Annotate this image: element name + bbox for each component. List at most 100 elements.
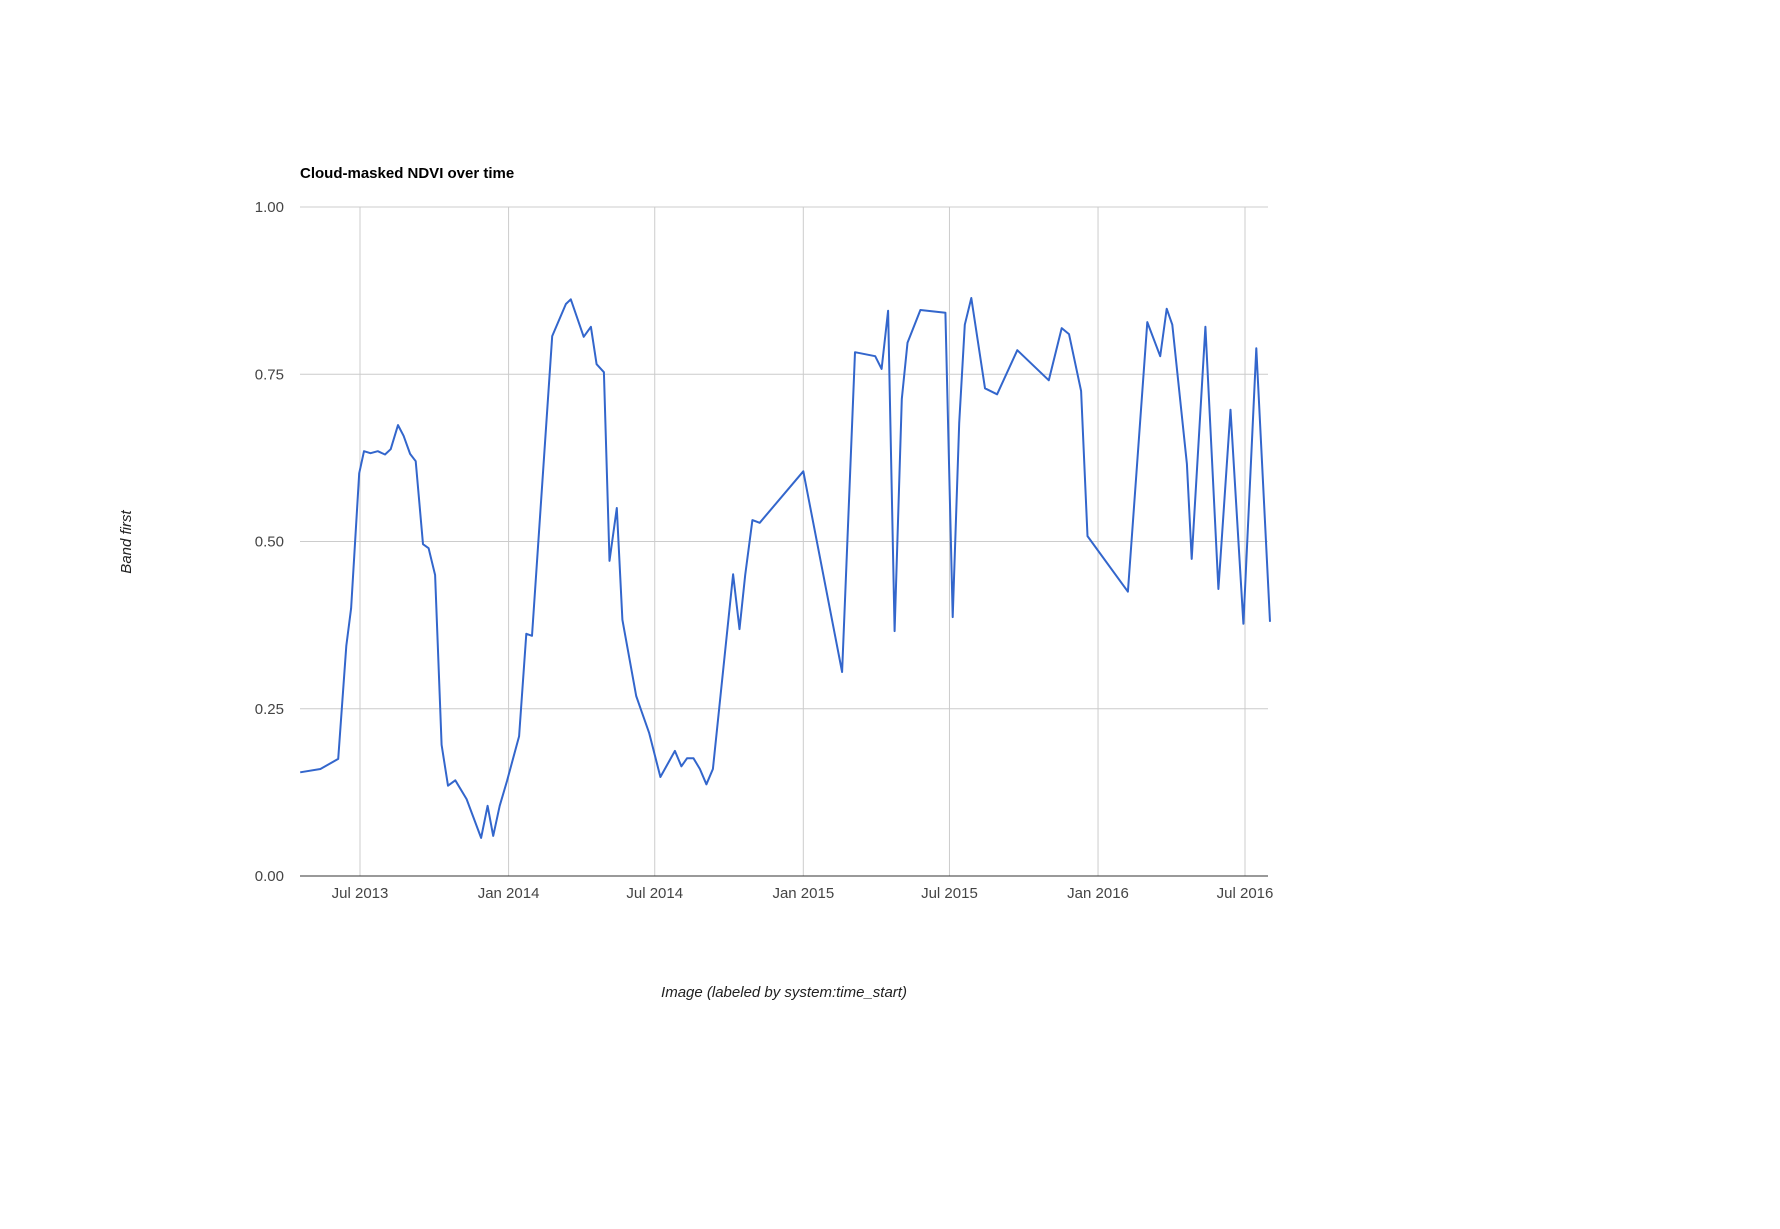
- data-point[interactable]: [374, 447, 382, 455]
- data-point[interactable]: [981, 384, 989, 392]
- data-point[interactable]: [891, 627, 899, 635]
- data-point[interactable]: [1163, 305, 1171, 313]
- data-point[interactable]: [656, 773, 664, 781]
- data-point[interactable]: [444, 782, 452, 790]
- data-point[interactable]: [296, 768, 304, 776]
- data-point[interactable]: [878, 365, 886, 373]
- data-point[interactable]: [799, 467, 807, 475]
- data-point[interactable]: [748, 516, 756, 524]
- data-point[interactable]: [496, 802, 504, 810]
- data-point[interactable]: [1143, 318, 1151, 326]
- data-point[interactable]: [696, 765, 704, 773]
- data-point[interactable]: [587, 323, 595, 331]
- data-point[interactable]: [347, 604, 355, 612]
- x-axis-title: Image (labeled by system:time_start): [661, 984, 907, 1001]
- data-point[interactable]: [425, 544, 433, 552]
- x-tick-label: Jul 2016: [1217, 885, 1274, 902]
- data-point[interactable]: [548, 332, 556, 340]
- data-point[interactable]: [1013, 346, 1021, 354]
- data-point[interactable]: [632, 692, 640, 700]
- data-point[interactable]: [406, 450, 414, 458]
- data-point[interactable]: [709, 765, 717, 773]
- data-point[interactable]: [1201, 323, 1209, 331]
- data-point[interactable]: [1084, 532, 1092, 540]
- data-point[interactable]: [1168, 321, 1176, 329]
- data-point[interactable]: [903, 339, 911, 347]
- x-tick-label: Jan 2016: [1067, 885, 1129, 902]
- data-point[interactable]: [580, 333, 588, 341]
- data-point[interactable]: [838, 668, 846, 676]
- data-point[interactable]: [477, 834, 485, 842]
- data-point[interactable]: [593, 360, 601, 368]
- data-point[interactable]: [463, 795, 471, 803]
- y-axis-title: Band first: [118, 509, 135, 573]
- data-point[interactable]: [638, 708, 646, 716]
- data-point[interactable]: [884, 307, 892, 315]
- x-tick-label: Jul 2015: [921, 885, 978, 902]
- data-point[interactable]: [949, 613, 957, 621]
- data-point[interactable]: [961, 321, 969, 329]
- series-line: [300, 297, 1271, 839]
- data-point[interactable]: [1188, 555, 1196, 563]
- y-tick-label: 0.75: [255, 366, 284, 383]
- data-point[interactable]: [677, 762, 685, 770]
- data-point[interactable]: [1077, 387, 1085, 395]
- data-point[interactable]: [1239, 620, 1247, 628]
- data-point[interactable]: [916, 306, 924, 314]
- x-tick-label: Jul 2014: [626, 885, 683, 902]
- data-point[interactable]: [993, 390, 1001, 398]
- data-point[interactable]: [1124, 588, 1132, 596]
- data-point[interactable]: [967, 294, 975, 302]
- data-point[interactable]: [515, 732, 523, 740]
- data-point[interactable]: [736, 625, 744, 633]
- y-tick-label: 1.00: [255, 199, 284, 216]
- data-point[interactable]: [1214, 585, 1222, 593]
- data-point[interactable]: [342, 642, 350, 650]
- y-tick-label: 0.00: [255, 868, 284, 885]
- data-point[interactable]: [606, 557, 614, 565]
- data-point[interactable]: [689, 754, 697, 762]
- data-point[interactable]: [1266, 618, 1274, 626]
- data-point[interactable]: [851, 348, 859, 356]
- data-point[interactable]: [412, 457, 420, 465]
- data-point[interactable]: [366, 449, 374, 457]
- x-tick-label: Jan 2015: [772, 885, 834, 902]
- data-point[interactable]: [1065, 330, 1073, 338]
- data-point[interactable]: [1252, 344, 1260, 352]
- data-point[interactable]: [1058, 324, 1066, 332]
- data-point[interactable]: [941, 309, 949, 317]
- data-point[interactable]: [316, 765, 324, 773]
- data-point[interactable]: [600, 368, 608, 376]
- data-point[interactable]: [645, 729, 653, 737]
- chart-title: Cloud-masked NDVI over time: [300, 165, 514, 182]
- data-point[interactable]: [613, 504, 621, 512]
- data-point[interactable]: [567, 295, 575, 303]
- data-point[interactable]: [618, 616, 626, 624]
- data-point[interactable]: [1226, 406, 1234, 414]
- data-point[interactable]: [400, 432, 408, 440]
- data-point[interactable]: [451, 776, 459, 784]
- data-point[interactable]: [741, 571, 749, 579]
- data-point[interactable]: [484, 802, 492, 810]
- data-point[interactable]: [671, 747, 679, 755]
- data-point[interactable]: [898, 395, 906, 403]
- data-point[interactable]: [702, 780, 710, 788]
- data-point[interactable]: [334, 755, 342, 763]
- data-point[interactable]: [394, 421, 402, 429]
- data-point[interactable]: [756, 519, 764, 527]
- data-point[interactable]: [871, 352, 879, 360]
- data-point[interactable]: [489, 832, 497, 840]
- data-point[interactable]: [955, 419, 963, 427]
- data-point[interactable]: [503, 777, 511, 785]
- data-point[interactable]: [1183, 460, 1191, 468]
- data-point[interactable]: [431, 571, 439, 579]
- data-point[interactable]: [729, 570, 737, 578]
- data-point[interactable]: [1045, 376, 1053, 384]
- data-point[interactable]: [355, 469, 363, 477]
- y-tick-label: 0.25: [255, 701, 284, 718]
- data-point[interactable]: [528, 632, 536, 640]
- data-point[interactable]: [438, 741, 446, 749]
- data-point[interactable]: [387, 445, 395, 453]
- data-point[interactable]: [1156, 352, 1164, 360]
